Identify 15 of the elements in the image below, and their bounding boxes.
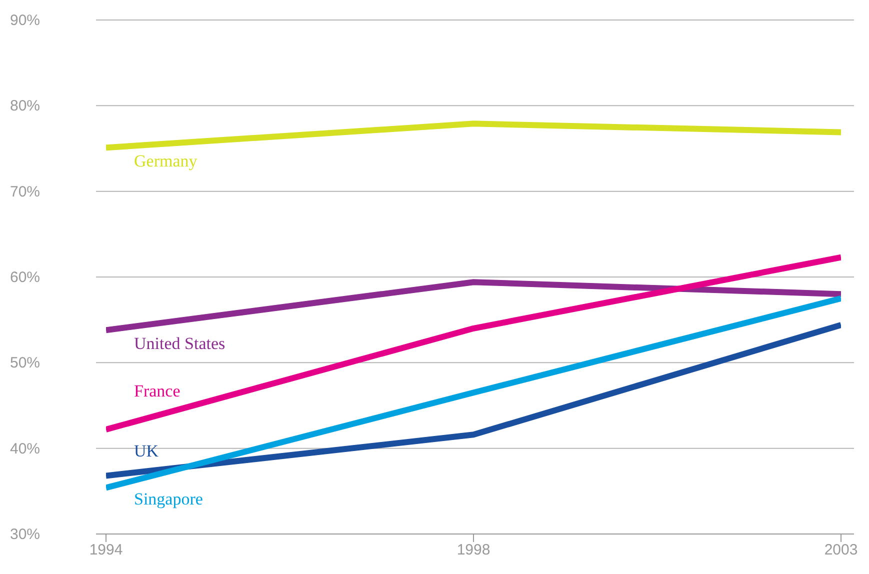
series-label: UK [134,442,160,461]
series-label: Germany [134,152,198,171]
y-tick-label: 40% [10,440,40,458]
y-tick-label: 30% [10,526,40,543]
y-tick-label: 70% [10,183,40,200]
x-tick-label: 1994 [89,542,123,559]
series-label: United States [134,334,226,354]
y-tick-label: 50% [10,354,40,372]
series-label: France [134,381,180,400]
y-tick-label: 60% [10,269,40,286]
x-tick-label: 1998 [456,542,490,559]
x-tick-label: 2003 [824,542,858,559]
y-tick-label: 80% [10,98,40,115]
y-tick-label: 90% [10,12,40,29]
series-label: Singapore [134,490,203,509]
